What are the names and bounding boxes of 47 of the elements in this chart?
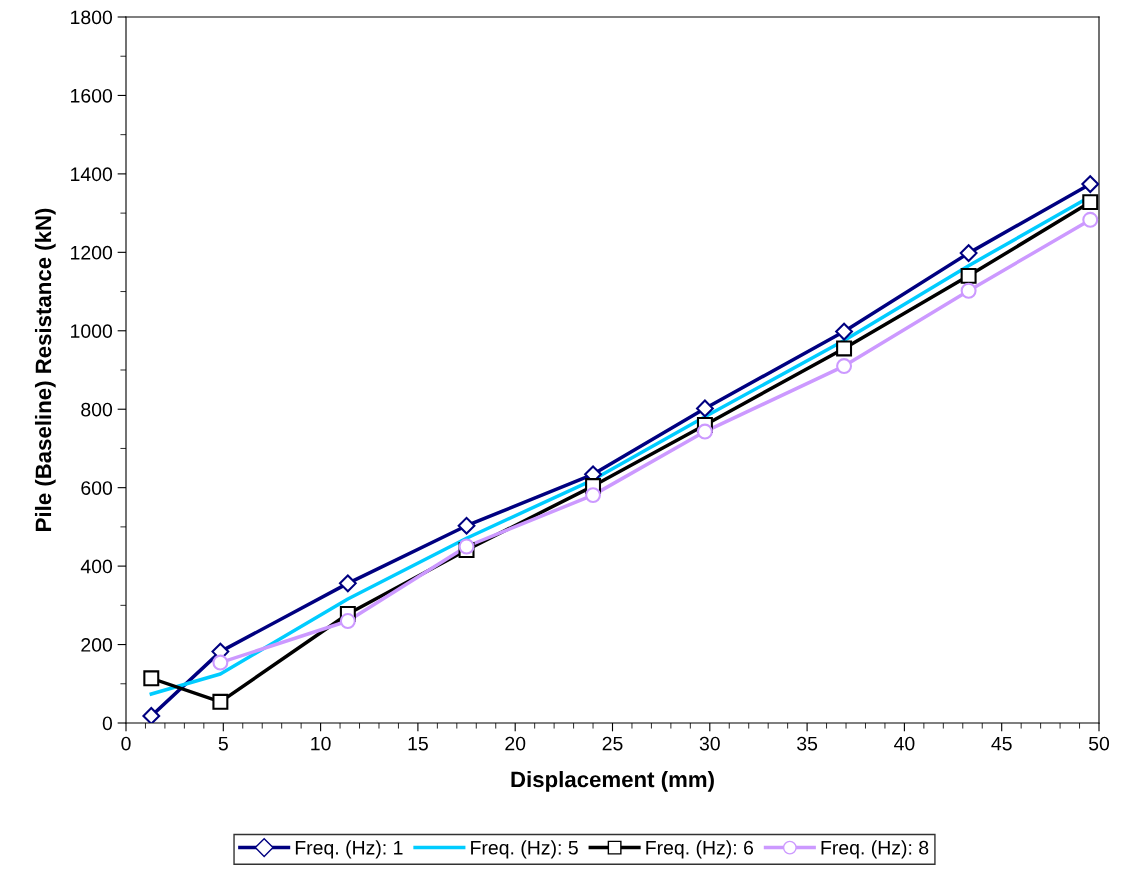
point [1082,194,1099,211]
legend-label: Freq. (Hz): 6 [646,840,754,859]
point [458,538,475,555]
x-tick-label: 35 [797,736,818,751]
point [836,340,853,357]
legend-label: Freq. (Hz): 1 [295,840,403,859]
x-tick-label: 15 [408,736,428,751]
y-tick-label: 800 [81,402,113,417]
point [696,399,714,418]
point [338,574,357,593]
point [960,282,977,299]
point [212,654,229,671]
point [457,516,476,535]
legend-label: Freq. (Hz): 5 [471,840,578,859]
x-axis-title: Displacement (mm) [511,770,714,792]
x-tick-label: 30 [699,736,720,751]
point [585,487,602,504]
y-tick-label: 1600 [71,88,113,103]
y-tick-label: 600 [81,481,113,495]
point [212,693,229,710]
legend-label: Freq. (Hz): 8 [821,840,929,859]
point [143,670,160,687]
x-tick-label: 0 [121,736,131,751]
x-tick-label: 25 [602,736,623,751]
y-axis-title: Pile (Baseline) Resistance (kN) [34,208,56,531]
x-tick-label: 45 [991,736,1012,751]
point [339,613,356,630]
x-tick-label: 5 [218,736,228,751]
y-tick-label: 1800 [71,10,113,25]
y-tick-label: 0 [102,716,113,731]
point [1082,211,1099,228]
point [1081,175,1099,193]
x-tick-label: 50 [1088,736,1110,751]
x-tick-label: 20 [505,736,526,751]
point [696,423,713,440]
y-tick-label: 1400 [71,167,113,182]
point [835,322,853,341]
y-tick-label: 1000 [71,324,113,339]
point [836,358,853,375]
y-tick-label: 1200 [71,245,113,260]
point [960,267,977,284]
point [142,707,161,723]
x-tick-label: 40 [894,736,915,751]
y-tick-label: 400 [80,559,113,574]
y-tick-label: 200 [81,638,113,652]
x-tick-label: 10 [311,736,331,751]
point [959,244,978,263]
